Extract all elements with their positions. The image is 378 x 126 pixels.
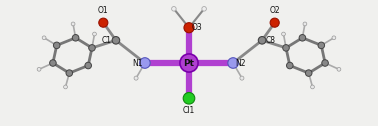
Ellipse shape xyxy=(305,70,312,76)
Ellipse shape xyxy=(228,58,239,68)
Text: Cl1: Cl1 xyxy=(183,106,195,115)
Ellipse shape xyxy=(311,85,314,89)
Ellipse shape xyxy=(93,32,96,36)
Ellipse shape xyxy=(332,36,336,40)
Ellipse shape xyxy=(42,36,46,40)
Ellipse shape xyxy=(183,92,195,104)
Ellipse shape xyxy=(71,22,75,26)
Ellipse shape xyxy=(37,67,41,71)
Ellipse shape xyxy=(172,7,176,11)
Ellipse shape xyxy=(180,54,198,72)
Ellipse shape xyxy=(303,22,307,26)
Ellipse shape xyxy=(53,42,60,49)
Text: O1: O1 xyxy=(98,6,108,15)
Ellipse shape xyxy=(64,85,67,89)
Text: C1: C1 xyxy=(102,36,112,45)
Ellipse shape xyxy=(184,23,194,33)
Text: Pt: Pt xyxy=(183,58,195,68)
Ellipse shape xyxy=(89,45,95,51)
Ellipse shape xyxy=(270,18,279,27)
Ellipse shape xyxy=(287,62,293,69)
Text: N2: N2 xyxy=(235,58,246,68)
Ellipse shape xyxy=(139,58,150,68)
Text: C8: C8 xyxy=(266,36,276,45)
Ellipse shape xyxy=(72,35,79,41)
Ellipse shape xyxy=(322,60,328,66)
Ellipse shape xyxy=(85,62,91,69)
Ellipse shape xyxy=(337,67,341,71)
Ellipse shape xyxy=(112,37,120,44)
Ellipse shape xyxy=(283,45,289,51)
Ellipse shape xyxy=(299,35,306,41)
Ellipse shape xyxy=(50,60,56,66)
Ellipse shape xyxy=(99,18,108,27)
Text: H2O: H2O xyxy=(166,0,182,1)
Ellipse shape xyxy=(258,37,266,44)
Text: N1: N1 xyxy=(132,58,143,68)
Text: H1O: H1O xyxy=(196,0,212,1)
Ellipse shape xyxy=(318,42,325,49)
Ellipse shape xyxy=(282,32,285,36)
Ellipse shape xyxy=(202,7,206,11)
Text: O3: O3 xyxy=(191,23,202,32)
Ellipse shape xyxy=(134,76,138,80)
Text: O2: O2 xyxy=(270,6,280,15)
Ellipse shape xyxy=(240,76,244,80)
Ellipse shape xyxy=(66,70,73,76)
